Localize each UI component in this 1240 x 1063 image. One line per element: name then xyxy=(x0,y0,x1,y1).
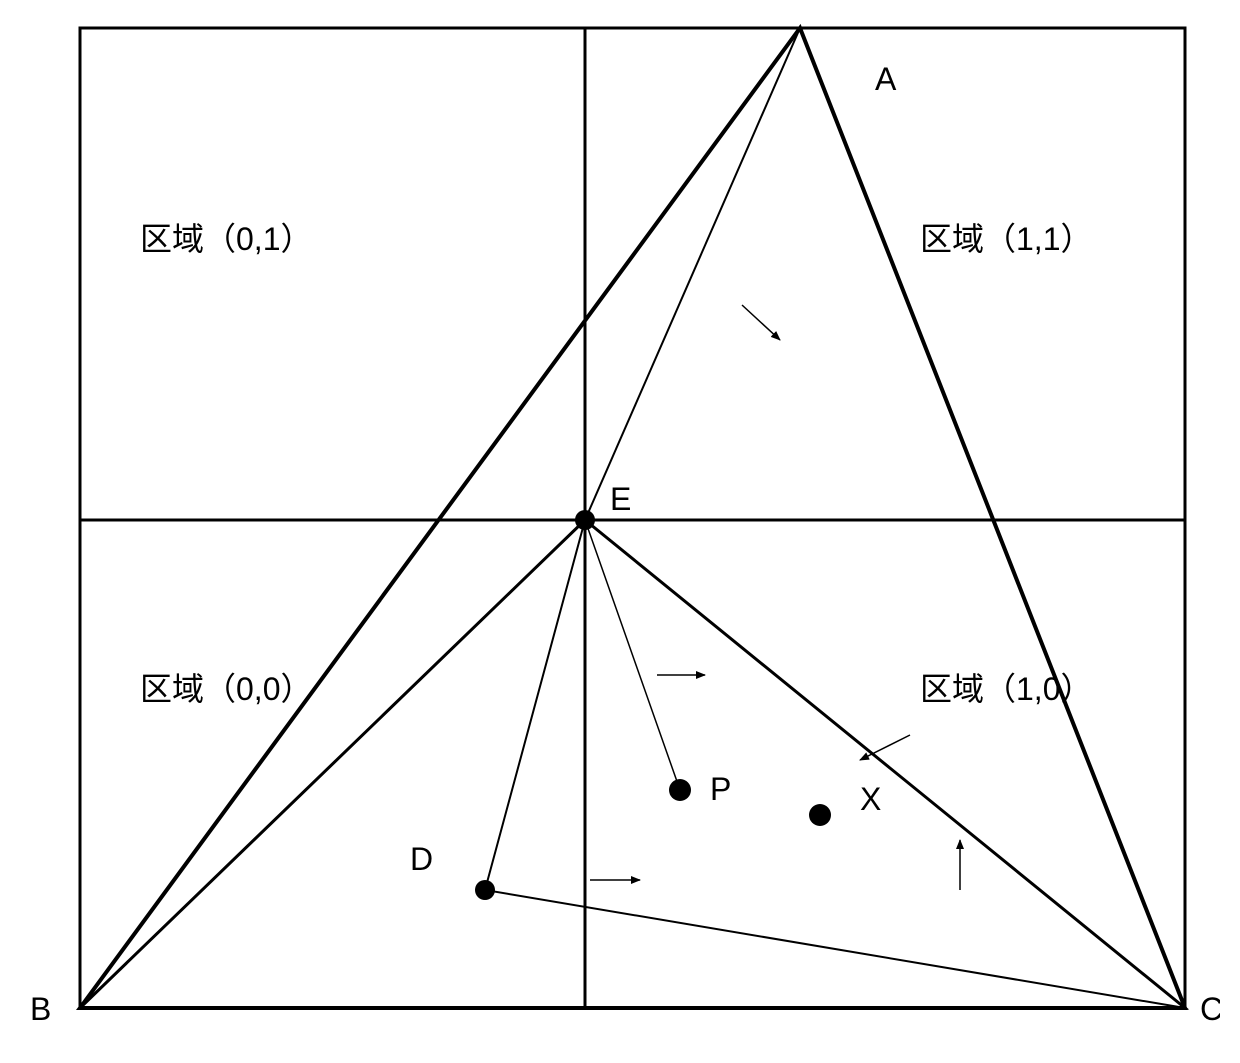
label-B: B xyxy=(30,991,51,1027)
label-region_00: 区域（0,0） xyxy=(140,671,313,707)
direction-arrow-3 xyxy=(860,735,910,760)
label-region_01: 区域（0,1） xyxy=(140,221,313,257)
label-D: D xyxy=(410,841,433,877)
geometric-diagram: A B C D E P X 区域（0,1） 区域（1,1） 区域（0,0） 区域（1,0） xyxy=(20,20,1220,1043)
triangle-abc xyxy=(80,28,1185,1008)
point-p xyxy=(669,779,691,801)
point-e xyxy=(575,510,595,530)
label-P: P xyxy=(710,771,731,807)
triangle-edc xyxy=(485,520,1185,1008)
label-A: A xyxy=(875,61,897,97)
direction-arrow-0 xyxy=(742,305,780,340)
diagram-svg: A B C D E P X 区域（0,1） 区域（1,1） 区域（0,0） 区域（1,0） xyxy=(20,20,1220,1043)
label-E: E xyxy=(610,481,631,517)
point-d xyxy=(475,880,495,900)
label-region_11: 区域（1,1） xyxy=(920,221,1093,257)
point-x xyxy=(809,804,831,826)
label-region_10: 区域（1,0） xyxy=(920,671,1093,707)
triangle-ebc xyxy=(80,520,1185,1008)
bounding-square xyxy=(80,28,1185,1008)
label-C: C xyxy=(1200,991,1220,1027)
label-X: X xyxy=(860,781,881,817)
